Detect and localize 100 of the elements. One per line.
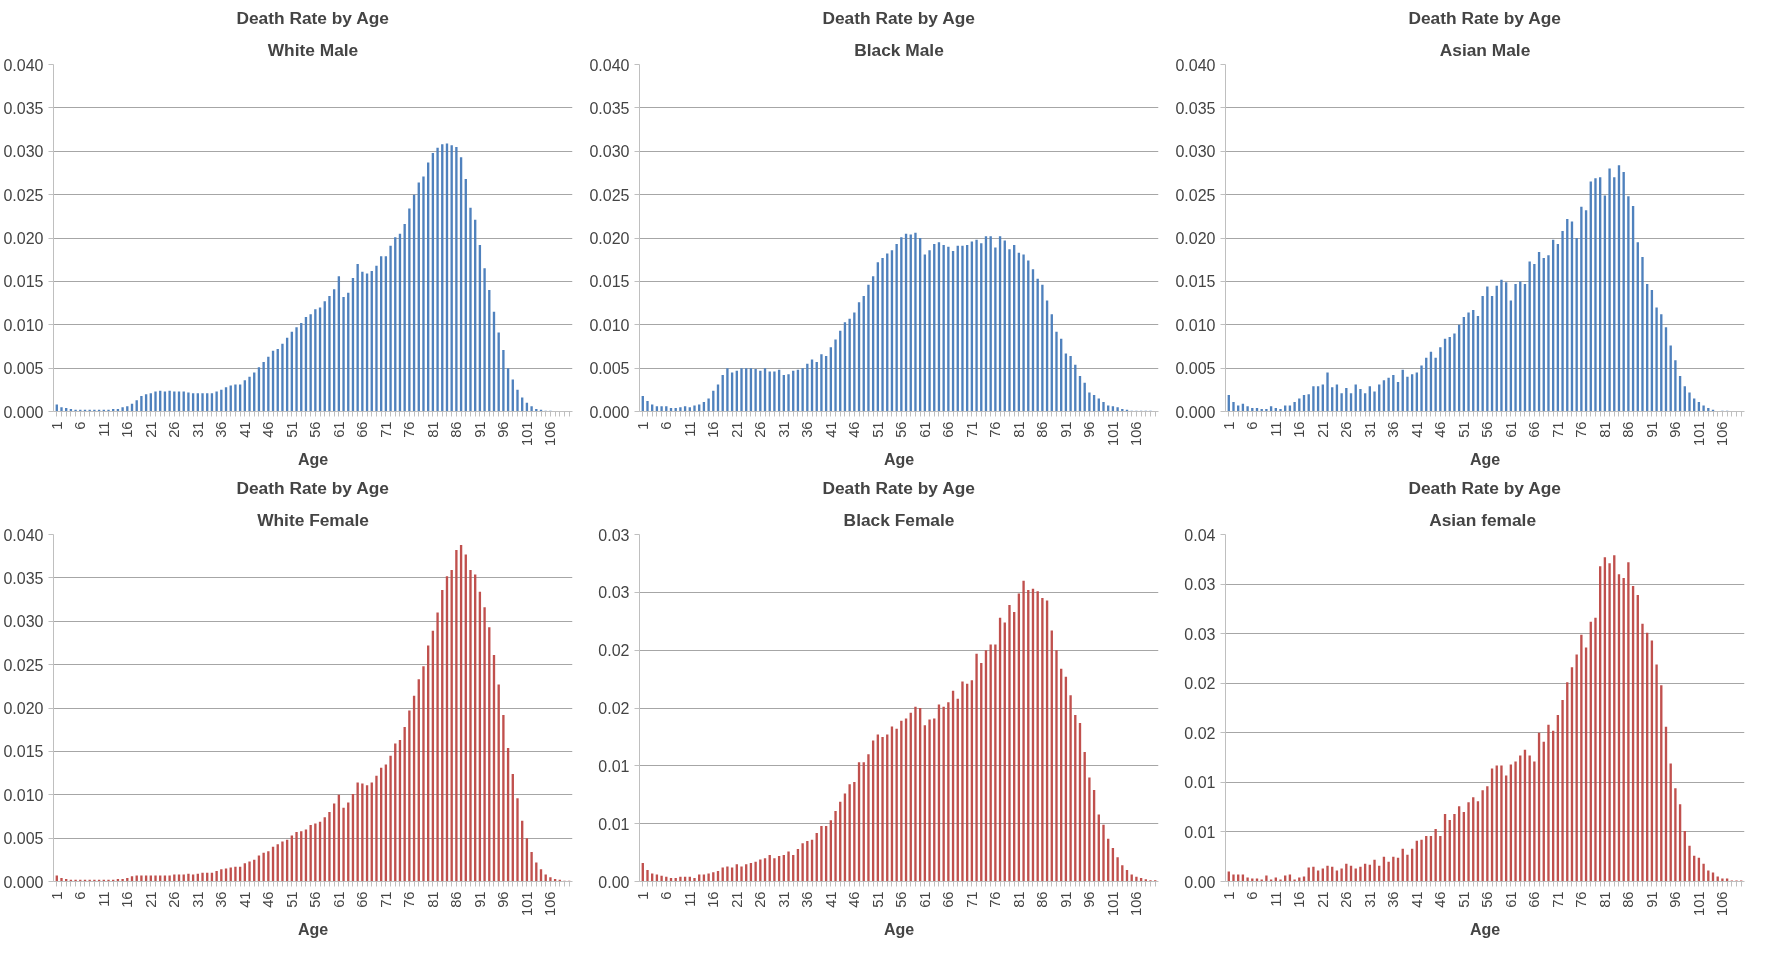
x-tick-label: 71 [1549, 891, 1566, 908]
y-tick-label: 0.00 [1184, 873, 1216, 891]
y-tick-label: 0.025 [3, 656, 44, 674]
y-tick-label: 0.035 [3, 569, 44, 587]
x-tick-label: 26 [166, 421, 183, 438]
x-tick-label: 1 [1220, 891, 1237, 900]
x-tick-label: 71 [1549, 421, 1566, 438]
x-tick-label: 51 [1455, 421, 1472, 438]
x-tick-label: 71 [377, 891, 394, 908]
x-tick-label: 11 [681, 421, 698, 437]
y-tick-label: 0.035 [3, 99, 44, 117]
x-tick-label: 26 [166, 891, 183, 908]
y-tick-label: 0.025 [1175, 186, 1216, 204]
x-tick-label: 61 [916, 421, 933, 438]
y-tick-label: 0.025 [3, 186, 44, 204]
y-tick-label: 0.005 [589, 360, 630, 378]
x-tick-label: 56 [307, 421, 324, 438]
y-tick-label: 0.01 [598, 815, 630, 833]
y-tick-label: 0.010 [3, 316, 44, 334]
x-tick-label: 86 [448, 891, 465, 908]
x-tick-label: 26 [1338, 891, 1355, 908]
x-tick-label: 46 [260, 421, 277, 438]
y-tick-label: 0.03 [1184, 625, 1216, 643]
chart-title: Death Rate by Age [236, 7, 390, 28]
y-tick-label: 0.04 [1184, 526, 1216, 544]
x-tick-label: 36 [213, 891, 230, 908]
y-tick-label: 0.010 [3, 786, 44, 804]
x-tick-label: 106 [1128, 421, 1145, 446]
x-tick-label: 36 [1385, 421, 1402, 438]
x-tick-label: 21 [1314, 891, 1331, 908]
x-tick-label: 96 [1667, 421, 1684, 438]
y-tick-label: 0.030 [1175, 143, 1216, 161]
x-tick-label: 6 [1244, 891, 1261, 900]
x-tick-label: 91 [1643, 421, 1660, 438]
x-tick-label: 81 [424, 891, 441, 908]
y-tick-label: 0.040 [3, 56, 44, 74]
x-tick-label: 86 [448, 421, 465, 438]
y-tick-label: 0.02 [598, 700, 630, 717]
chart-subtitle: Black Female [843, 509, 955, 530]
x-tick-label: 56 [1479, 891, 1496, 908]
chart-title: Death Rate by Age [236, 477, 390, 498]
x-tick-label: 46 [1432, 891, 1449, 908]
x-tick-label: 106 [1714, 891, 1731, 916]
x-tick-label: 36 [213, 421, 230, 438]
x-axis-title: Age [883, 450, 915, 468]
y-tick-label: 0.010 [589, 316, 630, 334]
x-axis-title: Age [1469, 450, 1501, 468]
x-tick-label: 1 [634, 421, 651, 430]
x-tick-label: 31 [775, 421, 792, 438]
x-tick-label: 76 [401, 421, 418, 438]
x-tick-label: 1 [634, 891, 651, 900]
x-tick-label: 91 [471, 421, 488, 438]
x-tick-label: 61 [916, 891, 933, 908]
y-tick-label: 0.02 [1184, 724, 1216, 742]
x-tick-label: 86 [1620, 421, 1637, 438]
x-tick-label: 41 [822, 891, 839, 908]
y-tick-label: 0.03 [598, 526, 630, 544]
y-tick-label: 0.005 [3, 830, 44, 848]
x-tick-label: 31 [1361, 891, 1378, 908]
chart-subtitle: Asian Male [1439, 39, 1531, 60]
x-tick-label: 31 [189, 891, 206, 908]
x-tick-label: 41 [1408, 421, 1425, 438]
x-tick-label: 56 [307, 891, 324, 908]
x-tick-label: 11 [95, 421, 112, 437]
y-tick-label: 0.020 [1175, 230, 1216, 247]
x-tick-label: 16 [119, 891, 136, 908]
x-tick-label: 16 [1291, 891, 1308, 908]
x-tick-label: 101 [518, 891, 535, 916]
x-tick-label: 16 [119, 421, 136, 438]
x-tick-label: 46 [846, 891, 863, 908]
x-tick-label: 26 [752, 891, 769, 908]
x-tick-label: 91 [1643, 891, 1660, 908]
y-tick-label: 0.015 [1175, 273, 1216, 291]
x-tick-label: 51 [869, 891, 886, 908]
x-tick-label: 106 [542, 421, 559, 446]
y-tick-label: 0.020 [3, 230, 44, 247]
x-tick-label: 66 [1526, 891, 1543, 908]
x-tick-label: 21 [142, 421, 159, 438]
x-tick-label: 96 [1667, 891, 1684, 908]
y-tick-label: 0.025 [589, 186, 630, 204]
x-tick-label: 86 [1620, 891, 1637, 908]
y-tick-label: 0.010 [1175, 316, 1216, 334]
x-tick-label: 46 [260, 891, 277, 908]
x-tick-label: 6 [1244, 421, 1261, 430]
x-tick-label: 76 [987, 891, 1004, 908]
chart-subtitle: White Female [257, 509, 370, 530]
x-tick-label: 11 [1267, 421, 1284, 437]
x-tick-label: 11 [1267, 891, 1284, 907]
x-tick-label: 101 [1104, 421, 1121, 446]
y-tick-label: 0.00 [598, 873, 630, 891]
x-tick-label: 76 [1573, 891, 1590, 908]
chart-title: Death Rate by Age [822, 7, 976, 28]
x-tick-label: 41 [1408, 891, 1425, 908]
y-tick-label: 0.015 [3, 273, 44, 291]
x-tick-label: 86 [1034, 421, 1051, 438]
x-tick-label: 101 [1104, 891, 1121, 916]
x-axis-title: Age [1469, 920, 1501, 938]
chart-subtitle: White Male [267, 39, 359, 60]
x-tick-label: 21 [142, 891, 159, 908]
x-tick-label: 66 [940, 891, 957, 908]
